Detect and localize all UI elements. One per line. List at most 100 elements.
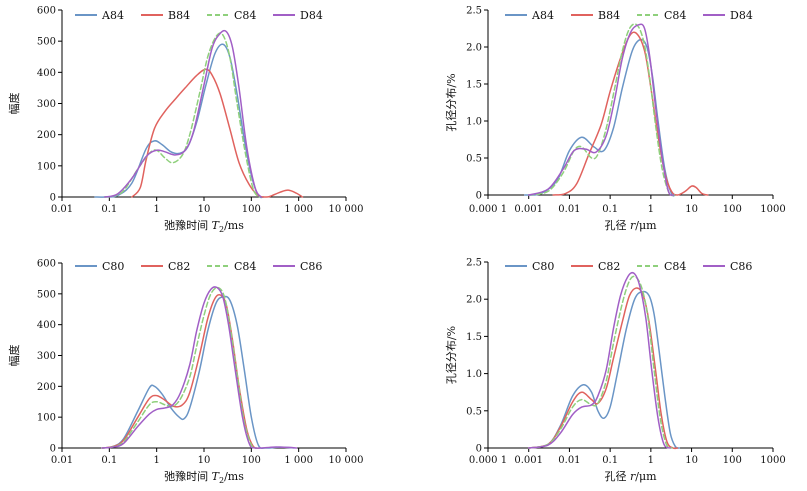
x-tick-label: 0.01 [51, 204, 73, 215]
x-tick-label: 0.01 [558, 204, 580, 215]
y-tick-label: 1.5 [466, 80, 482, 91]
y-tick-label: 0.5 [466, 154, 482, 165]
y-tick-label: 200 [37, 382, 56, 393]
x-tick-label: 100 [723, 455, 742, 466]
y-tick-label: 600 [37, 259, 56, 270]
legend-label-c84: C84 [664, 9, 686, 22]
x-tick-label: 0.01 [51, 455, 73, 466]
y-tick-label: 0.5 [466, 406, 482, 417]
x-axis-label: 弛豫时间 T2/ms [164, 218, 244, 234]
y-tick-label: 2.0 [466, 43, 482, 54]
y-tick-label: 500 [37, 289, 56, 300]
x-tick-label: 10 [685, 455, 698, 466]
x-axis-label-unit: /μm [635, 219, 657, 232]
series-line-c84 [104, 32, 261, 198]
y-tick-label: 300 [37, 351, 56, 362]
x-axis-label-unit: /μm [635, 470, 657, 483]
y-axis-label: 孔径分布/% [445, 73, 458, 131]
x-tick-label: 1 000 [284, 204, 313, 215]
legend-label-c86: C86 [730, 260, 752, 273]
x-tick-label: 0.1 [602, 455, 618, 466]
chart-panel-2: 0.000 1 0.001 0.01 0.1 1 10 100 1000 0 0.5 1.0 1.5 2… [445, 6, 786, 233]
x-axis-label-prefix: 孔径 [604, 470, 630, 483]
x-tick-label: 1 000 [284, 455, 313, 466]
legend-label-b84: B84 [598, 9, 620, 22]
x-tick-label: 10 [198, 455, 211, 466]
x-axis-label-prefix: 弛豫时间 [164, 469, 212, 483]
series-line-c82 [527, 287, 679, 450]
x-tick-label: 0.1 [101, 455, 117, 466]
x-tick-label: 0.000 1 [469, 455, 507, 466]
y-axis-label: 孔径分布/% [445, 326, 458, 384]
legend-label-b84: B84 [168, 9, 190, 22]
legend-label-c86: C86 [300, 260, 322, 273]
y-tick-label: 2.5 [466, 258, 482, 269]
series-line-c80 [527, 290, 681, 449]
x-tick-label: 1000 [760, 204, 785, 215]
x-tick-label: 0.001 [514, 455, 543, 466]
series-line-c86 [527, 271, 672, 449]
legend-label-d84: D84 [730, 9, 753, 22]
y-tick-label: 500 [37, 37, 56, 48]
x-tick-label: 10 [198, 204, 211, 215]
series-line-c80 [101, 295, 295, 450]
legend-label-a84: A84 [101, 9, 124, 22]
y-tick-label: 400 [37, 68, 56, 79]
legend-label-c84: C84 [664, 260, 686, 273]
x-tick-label: 1 [648, 455, 654, 466]
legend-label-c80: C80 [102, 260, 124, 273]
x-axis-label-variable: r [630, 470, 636, 483]
x-axis-label-subscript: 2 [219, 476, 224, 485]
x-axis-label-unit: /ms [224, 219, 244, 232]
y-tick-label: 0 [50, 444, 56, 455]
x-tick-label: 0.1 [101, 204, 117, 215]
y-tick-label: 0 [50, 193, 56, 204]
legend-label-a84: A84 [531, 9, 554, 22]
y-tick-label: 0 [476, 191, 482, 202]
x-axis-label: 弛豫时间 T2/ms [164, 469, 244, 485]
legend-label-c84: C84 [234, 9, 256, 22]
y-tick-label: 400 [37, 320, 56, 331]
series-line-d84 [104, 29, 262, 198]
x-tick-label: 0.000 1 [469, 204, 507, 215]
series-line-a84 [524, 38, 677, 197]
y-tick-label: 1.0 [466, 117, 482, 128]
x-axis-label-prefix: 孔径 [604, 219, 630, 232]
x-tick-label: 10 000 [329, 204, 364, 215]
legend-label-c82: C82 [168, 260, 190, 273]
x-axis-label-variable: T [212, 219, 221, 232]
y-axis-label: 幅度 [7, 93, 21, 115]
legend-label-c82: C82 [598, 260, 620, 273]
x-tick-label: 1 [648, 204, 654, 215]
chart-panel-1: 0.01 0.1 1 10 100 1 000 10 000 0 100 200 300 400 500… [7, 6, 364, 235]
legend-label-d84: D84 [300, 9, 323, 22]
y-tick-label: 100 [37, 161, 56, 172]
legend-label-c84: C84 [234, 260, 256, 273]
y-tick-label: 600 [37, 6, 56, 17]
x-axis-label-variable: r [630, 219, 636, 232]
x-tick-label: 0.1 [602, 204, 618, 215]
x-tick-label: 100 [242, 455, 261, 466]
legend-label-c80: C80 [532, 260, 554, 273]
y-tick-label: 1.0 [466, 369, 482, 380]
x-axis-label: 孔径 r/μm [604, 470, 657, 483]
series-line-a84 [94, 43, 265, 199]
y-tick-label: 0 [476, 444, 482, 455]
x-tick-label: 10 000 [329, 455, 364, 466]
x-tick-label: 10 [685, 204, 698, 215]
y-tick-label: 2.0 [466, 295, 482, 306]
x-tick-label: 1000 [760, 455, 785, 466]
y-axis-label: 幅度 [7, 345, 21, 367]
y-tick-label: 100 [37, 413, 56, 424]
series-line-c84 [527, 275, 673, 449]
x-tick-label: 1 [153, 455, 159, 466]
x-axis-label-subscript: 2 [219, 225, 224, 234]
series-line-b84 [131, 68, 304, 198]
x-tick-label: 1 [153, 204, 159, 215]
y-tick-label: 200 [37, 130, 56, 141]
x-axis-label: 孔径 r/μm [604, 219, 657, 232]
y-tick-label: 2.5 [466, 6, 482, 17]
x-tick-label: 0.001 [514, 204, 543, 215]
x-axis-label-variable: T [212, 470, 221, 483]
